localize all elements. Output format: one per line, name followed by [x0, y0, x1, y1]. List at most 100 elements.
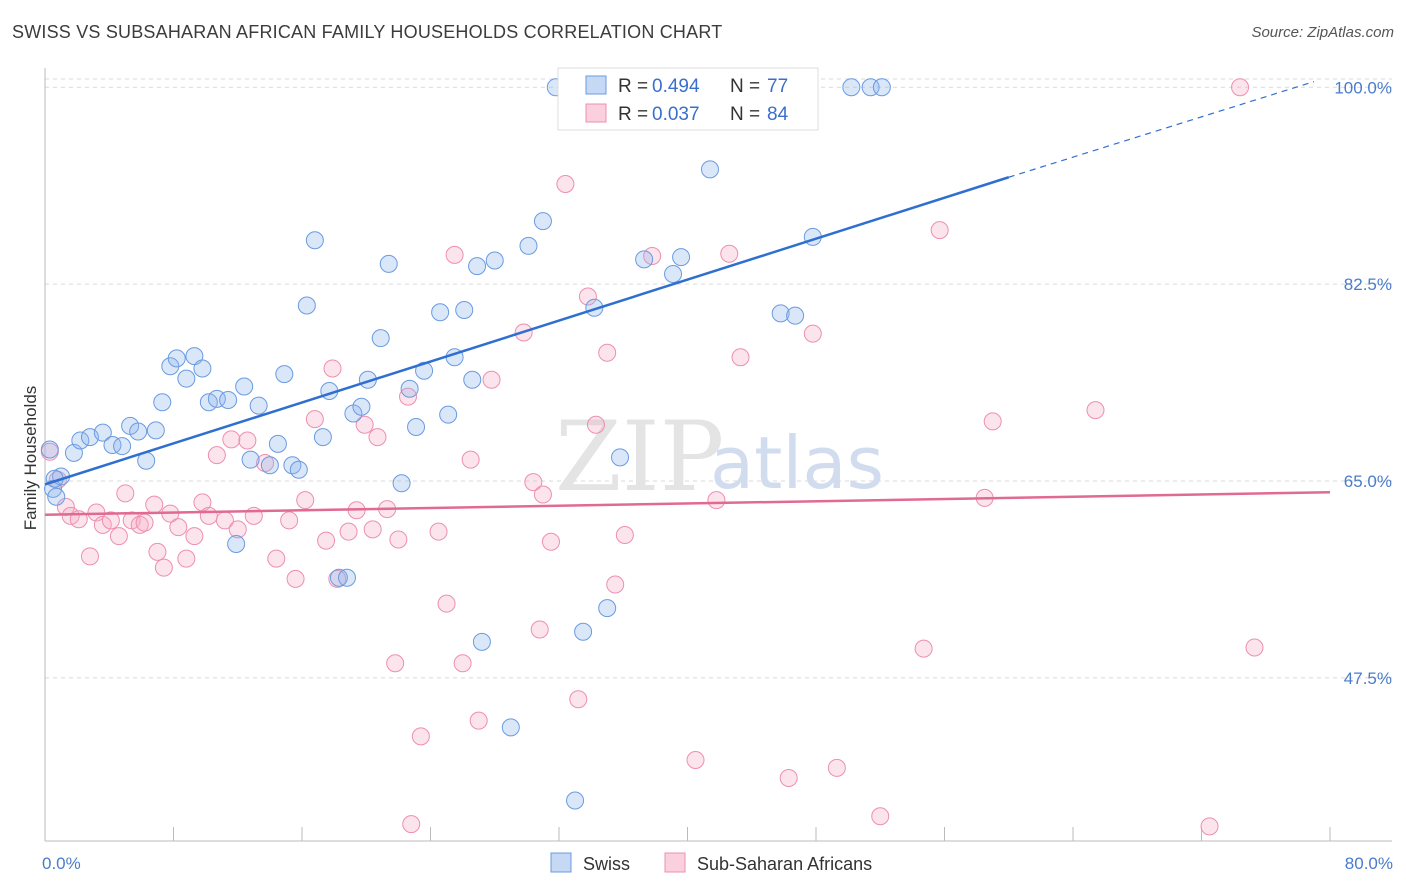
swiss-point [352, 397, 371, 416]
african-point [1245, 638, 1264, 657]
x-tick-label-max: 80.0% [1345, 854, 1393, 873]
swiss-point [635, 250, 654, 269]
swiss-point [47, 487, 66, 506]
axes [44, 68, 1392, 842]
african-point [930, 221, 949, 240]
african-points [40, 78, 1264, 836]
y-axis-label: Family Households [21, 386, 40, 531]
african-point [135, 513, 154, 532]
swiss-point [275, 365, 294, 384]
swiss-point [574, 622, 593, 641]
swiss-trend-extension [1008, 81, 1315, 178]
swiss-point [177, 369, 196, 388]
x-tick-label-min: 0.0% [42, 854, 81, 873]
african-point [238, 431, 257, 450]
trend-lines [44, 81, 1331, 516]
source-label: Source: ZipAtlas.com [1251, 24, 1394, 41]
bottom-legend-swatch-swiss [550, 852, 572, 873]
african-point [453, 654, 472, 673]
swiss-point [235, 377, 254, 396]
african-point [541, 532, 560, 551]
african-point [368, 428, 387, 447]
african-point [177, 549, 196, 568]
swiss-point [249, 396, 268, 415]
african-point [720, 244, 739, 263]
african-trend-line [44, 491, 1331, 516]
african-point [533, 485, 552, 504]
african-point [402, 815, 421, 834]
swiss-point [146, 421, 165, 440]
african-point [524, 473, 543, 492]
y-tick-label: 65.0% [1344, 472, 1392, 491]
swiss-point [93, 423, 112, 442]
bottom-legend: Swiss Sub-Saharan Africans [550, 852, 872, 874]
african-point [1231, 78, 1250, 97]
swiss-point [533, 212, 552, 231]
swiss-point [337, 568, 356, 587]
african-point [185, 527, 204, 546]
swiss-point [611, 448, 630, 467]
legend-swiss-n-value: 77 [767, 76, 788, 97]
african-point [145, 495, 164, 514]
y-tick-label: 100.0% [1334, 78, 1392, 97]
african-point [556, 175, 575, 193]
african-point [606, 575, 625, 594]
legend-swiss-n-label: N = [730, 76, 760, 97]
african-point [389, 530, 408, 549]
swiss-point [71, 431, 90, 450]
legend: R = 0.494 N = 77 R = 0.037 N = 84 [557, 67, 819, 131]
african-point [411, 727, 430, 746]
african-point [305, 410, 324, 429]
african-point [130, 515, 149, 534]
swiss-point [786, 306, 805, 325]
african-point [827, 758, 846, 777]
african-point [707, 491, 726, 510]
african-point [101, 511, 120, 530]
african-point [169, 518, 188, 537]
bottom-legend-swatch-african [664, 852, 686, 873]
african-point [586, 415, 605, 434]
african-point [615, 526, 634, 544]
african-point [530, 620, 549, 639]
african-point [199, 506, 218, 525]
watermark-zip: ZIP [555, 401, 724, 513]
african-point [429, 522, 448, 541]
african-point [779, 769, 798, 787]
african-point [109, 527, 128, 546]
bottom-legend-african: Sub-Saharan Africans [697, 854, 872, 874]
swiss-point [455, 301, 474, 319]
swiss-point [700, 160, 719, 179]
african-point [1200, 817, 1219, 836]
swiss-point [40, 440, 59, 459]
swiss-point [241, 450, 260, 469]
african-point [445, 245, 464, 264]
african-point [228, 520, 247, 539]
african-point [386, 654, 405, 673]
african-point [339, 522, 358, 541]
swiss-point [260, 456, 279, 475]
swiss-point [439, 405, 458, 424]
swiss-point [463, 370, 482, 389]
swiss-point [472, 632, 491, 651]
african-point [803, 324, 822, 343]
african-point [256, 454, 275, 472]
swiss-point [153, 393, 172, 412]
swiss-point [842, 78, 861, 97]
african-point [914, 639, 933, 658]
african-point [154, 558, 173, 577]
swiss-point [129, 422, 148, 441]
african-point [731, 348, 750, 367]
african-point [469, 711, 488, 730]
swiss-points [40, 78, 891, 810]
swiss-point [305, 231, 324, 250]
african-point [871, 807, 890, 826]
swiss-point [113, 437, 132, 456]
swiss-point [219, 391, 238, 409]
swiss-point [313, 428, 332, 447]
swiss-point [268, 434, 287, 453]
swiss-point [485, 251, 504, 270]
swiss-point [672, 248, 691, 267]
african-point [1086, 401, 1105, 420]
african-point [296, 491, 315, 510]
swiss-point [407, 418, 426, 436]
